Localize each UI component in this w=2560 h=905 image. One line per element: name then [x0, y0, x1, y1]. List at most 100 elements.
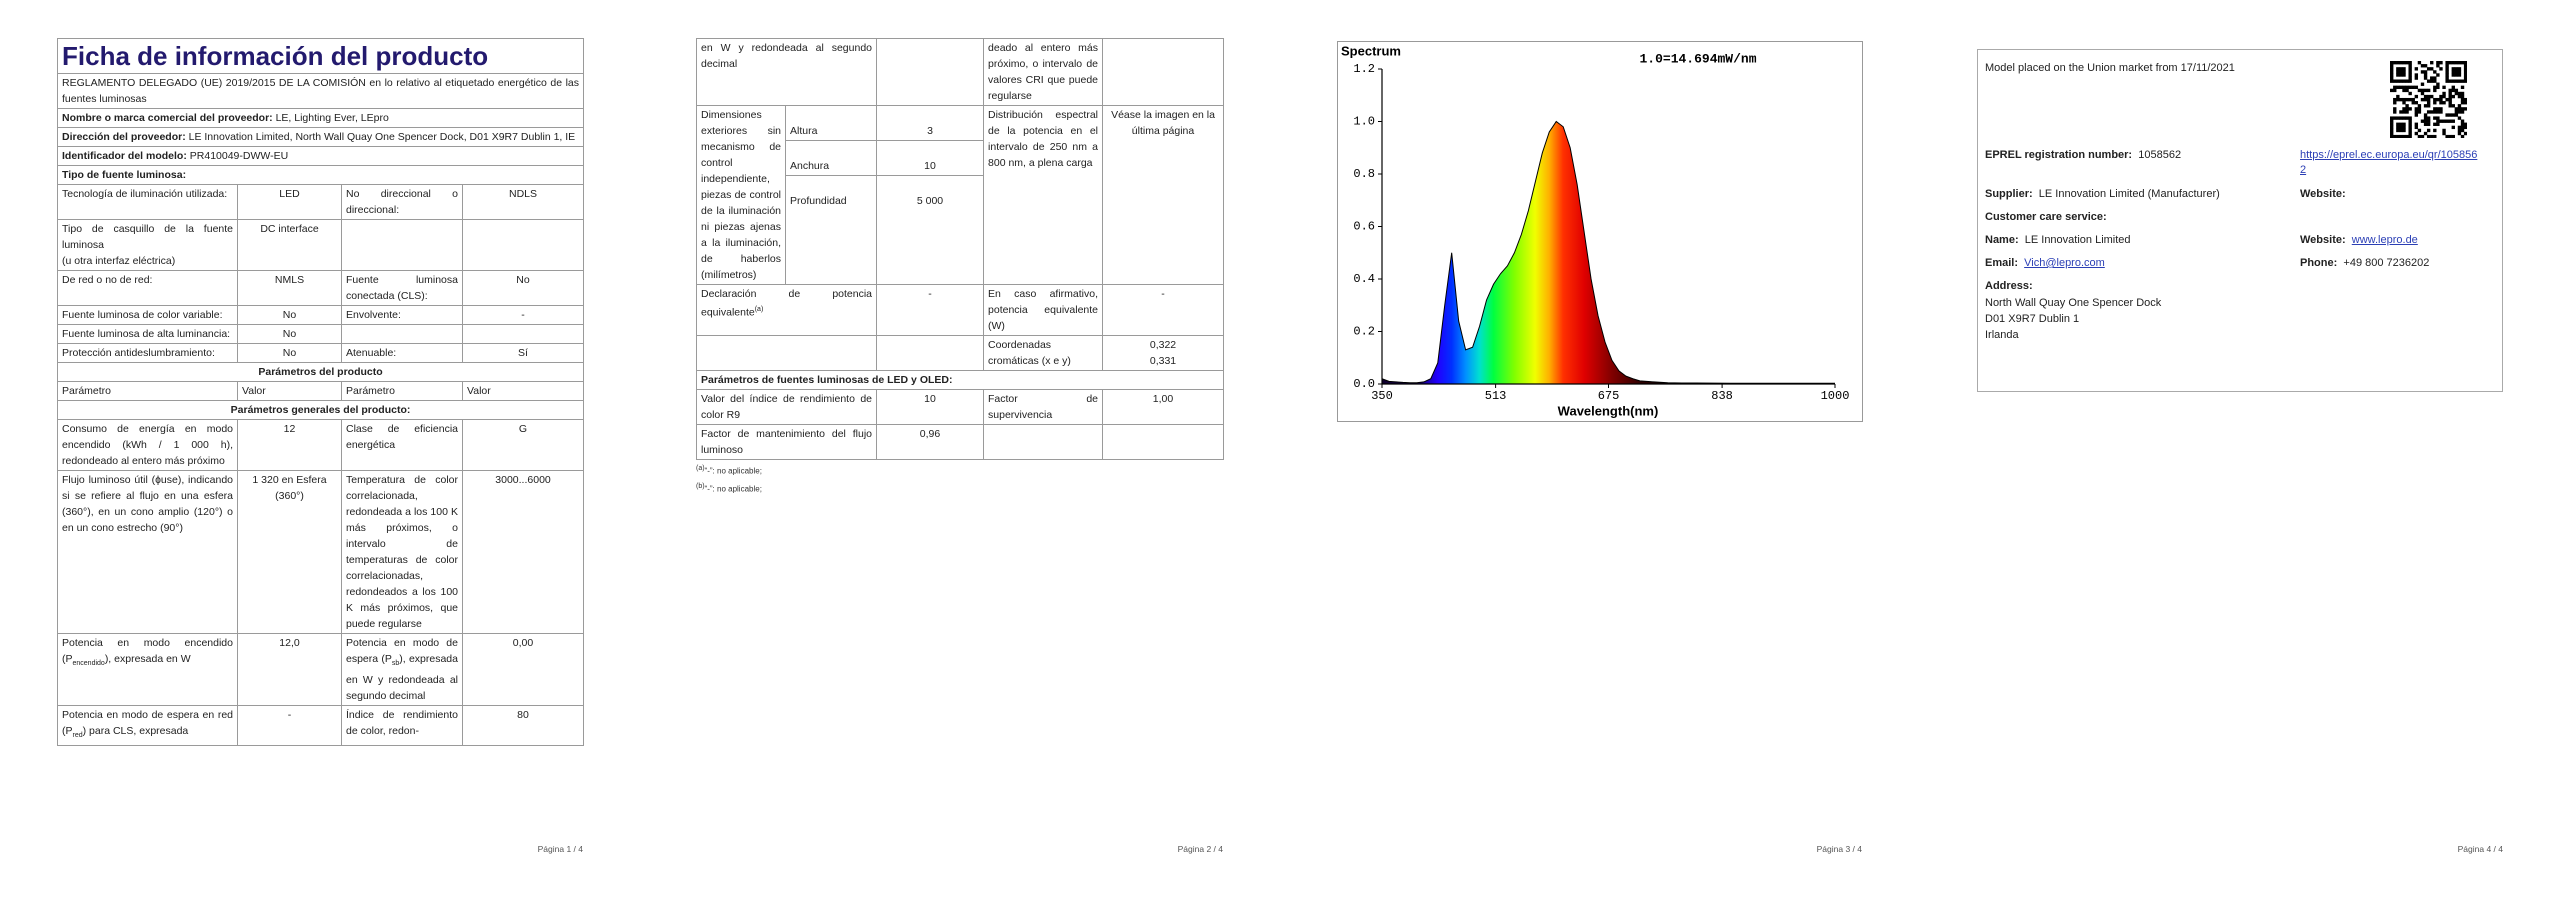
qr-module	[2445, 113, 2449, 117]
dimension-value: 5 000	[916, 195, 944, 207]
qr-module	[2399, 67, 2403, 71]
qr-module	[2390, 61, 2394, 65]
qr-module	[2426, 116, 2431, 120]
qr-module	[2396, 61, 2400, 65]
qr-module	[2393, 85, 2397, 90]
cell: NMLS	[237, 270, 342, 306]
qr-module	[2405, 116, 2409, 120]
qr-module	[2408, 70, 2412, 74]
qr-module	[2393, 116, 2397, 120]
qr-module	[2396, 94, 2400, 99]
qr-module	[2408, 64, 2412, 68]
qr-module	[2405, 110, 2409, 114]
cell	[461, 324, 584, 344]
qr-module	[2405, 85, 2409, 90]
field: Email: Vich@lepro.com	[1985, 256, 2105, 271]
row: Parámetro Valor Parámetro Valor	[57, 381, 584, 401]
cell: No	[237, 343, 342, 363]
cell: Envolvente:	[341, 305, 463, 325]
qr-module	[2430, 94, 2434, 99]
email-link[interactable]: Vich@lepro.com	[2024, 257, 2105, 269]
qr-module	[2426, 110, 2431, 114]
qr-module	[2445, 73, 2449, 77]
row: en W y redondeada al segundo decimal dea…	[695, 38, 1225, 106]
qr-module	[2448, 134, 2452, 138]
subscript: encendido	[72, 660, 105, 668]
qr-module	[2390, 119, 2394, 123]
tbody: Ficha de información del producto REGLAM…	[57, 38, 584, 185]
qr-module	[2399, 79, 2403, 83]
cell: Tecnología de iluminación utilizada:	[57, 184, 238, 220]
qr-module	[2402, 88, 2406, 93]
qr-module	[2420, 97, 2425, 102]
qr-module	[2454, 110, 2459, 114]
qr-module	[2460, 85, 2465, 90]
qr-module	[2390, 73, 2394, 77]
x-tick-label: 675	[1598, 389, 1620, 403]
cell-text: Declaración de potencia equivalente	[701, 288, 873, 319]
cell-text: ), expresada en W	[104, 653, 191, 665]
qr-module	[2463, 76, 2467, 80]
chart-frame	[1337, 41, 1863, 422]
qr-module	[2426, 88, 2431, 93]
cell: 12	[237, 419, 342, 471]
qr-module	[2460, 91, 2465, 96]
annotation: 1.0=14.694mW/nm	[1639, 51, 1756, 66]
website-link[interactable]: www.lepro.de	[2351, 234, 2418, 246]
qr-module	[2448, 119, 2452, 123]
qr-module	[2439, 119, 2443, 123]
footnote-text: “-”: no aplicable;	[704, 466, 762, 476]
qr-module	[2393, 107, 2397, 111]
tbody: en W y redondeada al segundo decimal dea…	[695, 38, 1225, 460]
row: Dirección del proveedor: LE Innovation L…	[57, 127, 584, 147]
page-1: Ficha de información del producto REGLAM…	[57, 38, 584, 836]
eprel-link[interactable]: https://eprel.ec.europa.eu/qr/1058562	[2300, 149, 2478, 176]
qr-module	[2457, 131, 2462, 136]
cell: Atenuable:	[341, 343, 463, 363]
cell: No direccional o direccional:	[341, 184, 463, 220]
header-row: Parámetro Valor Parámetro Valor	[57, 381, 584, 401]
qr-module	[2460, 128, 2465, 133]
qr-module	[2445, 134, 2449, 138]
qr-module	[2457, 94, 2462, 99]
qr-module	[2396, 79, 2400, 83]
placed-on-market: Model placed on the Union market from 17…	[1985, 62, 2235, 74]
field-value: +49 800 7236202	[2343, 257, 2430, 269]
cell: Clase de eficiencia energética	[341, 419, 463, 471]
qr-module	[2408, 128, 2412, 133]
qr-module	[2393, 88, 2397, 93]
x-axis-label: Wavelength(nm)	[1558, 403, 1659, 418]
qr-module	[2457, 61, 2462, 65]
row: Tipo de fuente luminosa:	[57, 165, 584, 185]
qr-module	[2442, 101, 2446, 105]
qr-module	[2433, 76, 2437, 80]
page-number: Página 1 / 4	[537, 844, 583, 854]
qr-module	[2420, 88, 2425, 93]
qr-module	[2390, 128, 2394, 133]
y-tick-label: 0.4	[1353, 272, 1375, 286]
field: Nombre o marca comercial del proveedor: …	[57, 108, 584, 128]
row: Factor de mantenimiento del flujo lumino…	[695, 424, 1225, 460]
qr-module	[2423, 119, 2428, 123]
cell: 12,0	[237, 632, 342, 707]
qr-module	[2426, 104, 2431, 108]
qr-module	[2414, 122, 2419, 126]
qr-module	[2408, 76, 2412, 80]
qr-module	[2402, 116, 2406, 120]
qr-module	[2402, 67, 2406, 71]
qr-module	[2433, 101, 2437, 105]
qr-module	[2460, 107, 2465, 111]
cell: De red o no de red:	[57, 270, 238, 306]
page-number: Página 2 / 4	[1177, 844, 1223, 854]
cell	[461, 219, 584, 271]
qr-module	[2451, 88, 2455, 93]
section-heading: Parámetros del producto	[57, 362, 584, 382]
qr-module	[2457, 128, 2462, 133]
qr-module	[2393, 110, 2397, 114]
cell	[1102, 38, 1225, 106]
field: Address:	[1985, 279, 2033, 294]
qr-module	[2399, 134, 2403, 138]
qr-module	[2442, 91, 2446, 96]
cell: Consumo de energía en modo encendido (kW…	[57, 419, 238, 471]
